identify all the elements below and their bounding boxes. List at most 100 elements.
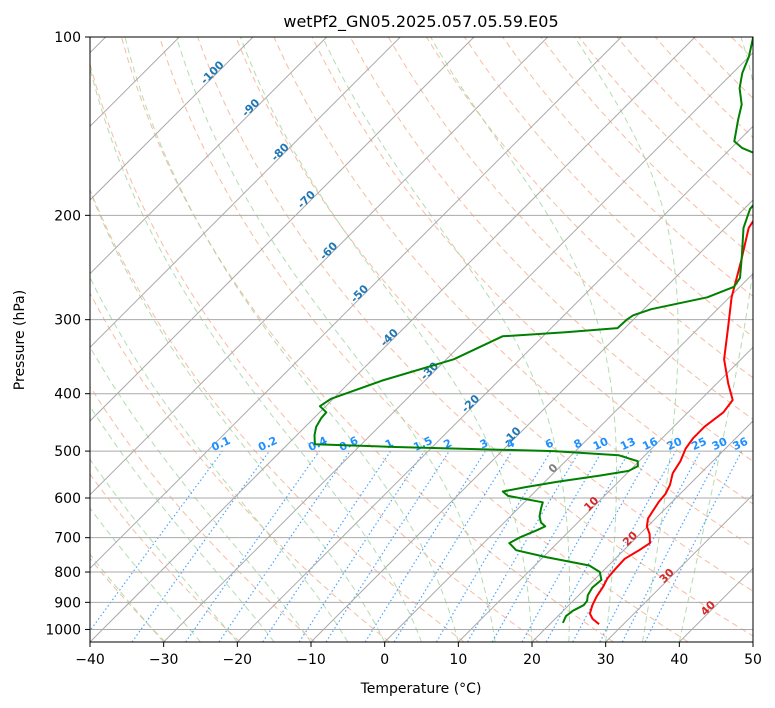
y-tick-label: 500 [54,444,81,460]
isotherm-line [384,272,753,642]
series-line-0 [588,219,753,625]
mixing-ratio-label: 10 [591,435,611,453]
isotherm-label: -30 [418,359,441,382]
dry-adiabat-line [90,188,465,642]
isotherm-label: -90 [239,96,262,119]
mixing-ratio-line [393,450,513,642]
dry-adiabat-line [311,37,753,505]
isotherm-line [457,346,753,642]
dry-adiabat-line [90,62,540,642]
dry-adiabat-line [692,37,753,99]
dry-adiabat-line [120,37,614,642]
mixing-ratio-label: 30 [710,435,730,453]
y-tick-label: 200 [54,208,81,224]
isotherm-label: -80 [269,140,292,163]
dry-adiabat-line [159,37,689,642]
series-line-1 [313,37,753,624]
y-axis: 100 200 300 400 500 600 700 800 900 1000 [45,30,90,638]
isotherm-label: -100 [198,58,227,87]
chart-title: wetPf2_GN05.2025.057.05.59.E05 [283,12,558,32]
dry-adiabat-line [654,37,753,139]
x-tick-label: −20 [223,652,253,668]
x-tick-label: −30 [149,652,179,668]
moist-adiabat-line [90,458,238,642]
mixing-ratio-label: 6 [543,436,556,451]
moist-adiabat-line [90,65,422,642]
mixing-ratio-line [185,450,320,642]
moist-adiabat-line [430,37,617,642]
x-tick-label: 0 [380,652,389,668]
isotherm-line [90,37,328,275]
isotherm-line [90,37,622,570]
isotherm-line [90,37,475,422]
dry-adiabat-line [387,37,753,420]
mixing-ratio-label: 1 [383,436,395,451]
mixing-ratio-line [572,450,677,642]
dry-adiabat-line [578,37,753,218]
isotherm-label: -70 [295,188,318,211]
y-tick-label: 700 [54,531,81,547]
dry-adiabat-line [90,385,316,642]
mixing-ratio-line [298,450,425,642]
series [313,37,753,625]
moist-adiabat-line [239,37,533,642]
mixing-ratio-line [364,450,486,642]
dry-adiabat-line [90,292,390,642]
moist-adiabat-line [90,553,165,642]
moist-adiabat-line [90,507,201,642]
mixing-ratio-line [545,450,653,642]
mixing-ratio-line [466,450,580,642]
mixing-ratio-label: 13 [618,435,637,453]
moist-adiabat-line [90,345,312,642]
dry-adiabat-line [90,473,241,642]
mixing-ratio-label: 16 [640,435,660,453]
x-tick-label: 10 [449,652,467,668]
isotherm-line [90,37,549,496]
moist-adiabat-line [90,189,386,642]
moist-adiabat-line [322,37,571,642]
x-axis-label: Temperature (°C) [360,681,482,697]
plot-frame [89,36,754,643]
mixing-ratio-line [644,450,743,642]
isotherm-label: 40 [698,598,718,618]
isotherm-line [752,641,753,642]
y-tick-label: 900 [54,595,81,611]
isotherm-line [531,420,753,642]
mixing-ratio-line [435,450,552,642]
mixing-ratio-line [218,450,351,642]
dry-adiabat-line [235,37,753,592]
grid [90,37,753,642]
isotherm-line [605,493,753,642]
dry-adiabat-line [502,37,753,298]
mixing-ratio-line [599,450,702,642]
y-axis-label: Pressure (hPa) [12,290,28,390]
y-tick-label: 600 [54,491,81,507]
x-tick-label: 20 [523,652,541,668]
dry-adiabat-line [770,37,775,642]
isotherm-label: 30 [657,566,677,586]
isotherm-line [310,199,753,642]
moist-adiabat-line [678,37,753,642]
dry-adiabat-line [273,37,753,548]
isotherm-line [90,37,254,201]
y-tick-label: 300 [54,313,81,329]
isotherm-line [236,125,753,642]
x-tick-label: −10 [296,652,326,668]
mixing-ratio-line [521,450,631,642]
mixing-ratio-line [262,450,392,642]
x-tick-label: 30 [597,652,615,668]
moist-adiabat-line [90,405,275,642]
y-tick-label: 1000 [45,622,81,638]
dry-adiabat-line [464,37,753,338]
x-tick-label: 40 [670,652,688,668]
dry-adiabat-line [425,37,753,379]
isotherm-label: 10 [581,494,601,514]
isotherm-label: -40 [378,326,401,349]
isotherm-line [90,37,401,349]
dry-adiabat-line [349,37,753,462]
y-tick-label: 400 [54,387,81,403]
moist-adiabat-line [574,37,679,642]
mixing-ratio-label: 36 [731,435,751,453]
mixing-ratio-line [325,450,450,642]
